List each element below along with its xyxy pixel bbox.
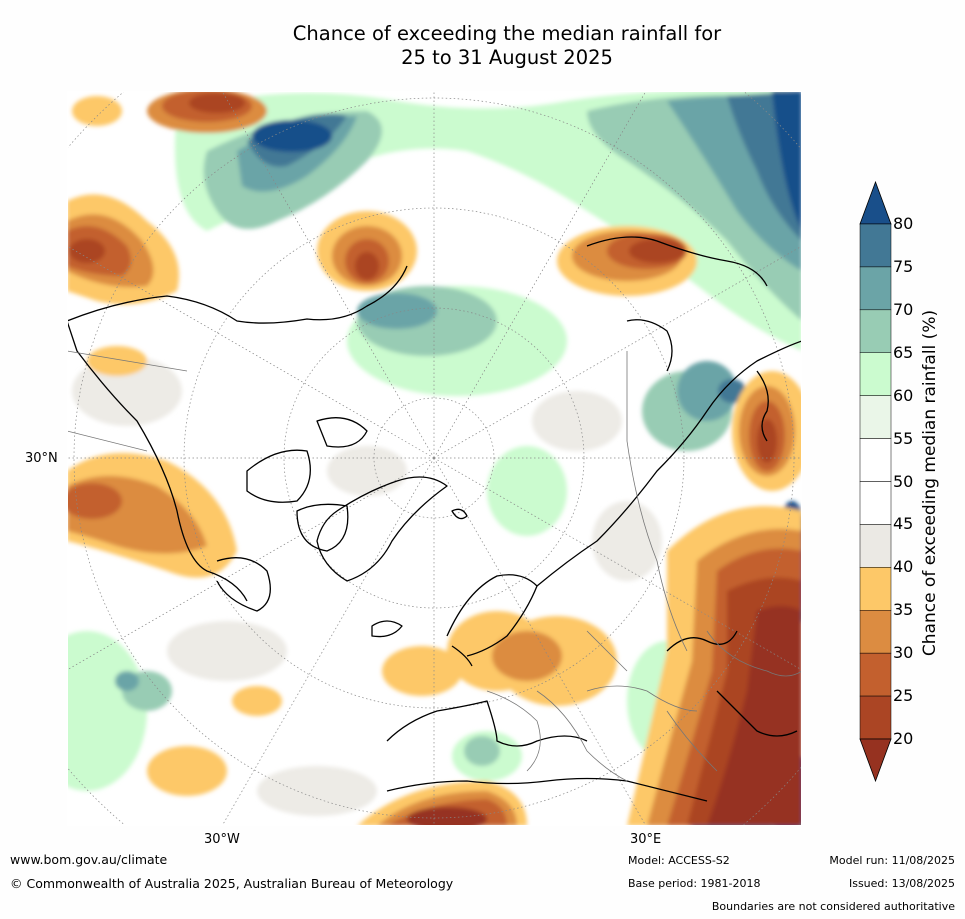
- model-name: Model: ACCESS-S2: [628, 854, 730, 867]
- colorbar-tick-label: 80: [893, 214, 914, 233]
- coastlines: [67, 236, 802, 802]
- colorbar-tick-label: 40: [893, 557, 914, 577]
- country-boundaries: [67, 350, 802, 782]
- lon-label-30e: 30°E: [630, 832, 662, 847]
- colorbar-tick-label: 25: [893, 686, 914, 706]
- colorbar-bin: [859, 395, 892, 439]
- website-url[interactable]: www.bom.gov.au/climate: [10, 852, 168, 867]
- colorbar-bin: [859, 610, 892, 654]
- colorbar-tick-label: 70: [893, 299, 914, 319]
- colorbar-tick-label: 45: [893, 514, 914, 534]
- lon-label-30w: 30°W: [204, 832, 240, 847]
- graticule: [67, 91, 802, 826]
- colorbar-bin: [859, 266, 892, 311]
- boundary-disclaimer: Boundaries are not considered authoritat…: [711, 900, 955, 913]
- colorbar-over-triangle: [859, 180, 892, 225]
- colorbar-title: Chance of exceeding median rainfall (%): [920, 309, 940, 657]
- colorbar-bin: [859, 695, 892, 740]
- colorbar-bin: [859, 352, 892, 396]
- map-canvas: [67, 91, 802, 826]
- colorbar-tick-label: 30: [893, 643, 914, 663]
- colorbar-graphic: [859, 180, 892, 783]
- forecast-map: [67, 91, 802, 826]
- copyright-text: © Commonwealth of Australia 2025, Austra…: [10, 876, 454, 891]
- colorbar-tick-label: 50: [893, 471, 914, 491]
- title-line-2: 25 to 31 August 2025: [401, 46, 613, 69]
- map-border: [67, 91, 802, 826]
- lat-label-30n: 30°N: [25, 451, 58, 466]
- colorbar-tick-label: 35: [893, 600, 914, 620]
- colorbar-tick-label: 60: [893, 385, 914, 405]
- colorbar-tick-label: 20: [893, 729, 914, 748]
- colorbar-bin: [859, 438, 892, 482]
- issued-date: Issued: 13/08/2025: [848, 877, 955, 890]
- colorbar-bin: [859, 223, 892, 268]
- colorbar: [850, 180, 965, 785]
- base-period: Base period: 1981-2018: [628, 877, 761, 890]
- colorbar-bin: [859, 481, 892, 525]
- colorbar-under-triangle: [859, 738, 892, 783]
- colorbar-tick-label: 55: [893, 428, 914, 448]
- map-title: Chance of exceeding the median rainfall …: [0, 22, 965, 70]
- colorbar-bin: [859, 309, 892, 353]
- colorbar-tick-label: 65: [893, 342, 914, 362]
- colorbar-bin: [859, 652, 892, 697]
- colorbar-bin: [859, 567, 892, 611]
- colorbar-bin: [859, 524, 892, 568]
- model-run-date: Model run: 11/08/2025: [829, 854, 955, 867]
- colorbar-tick-label: 75: [893, 256, 914, 276]
- title-line-1: Chance of exceeding the median rainfall …: [292, 22, 722, 45]
